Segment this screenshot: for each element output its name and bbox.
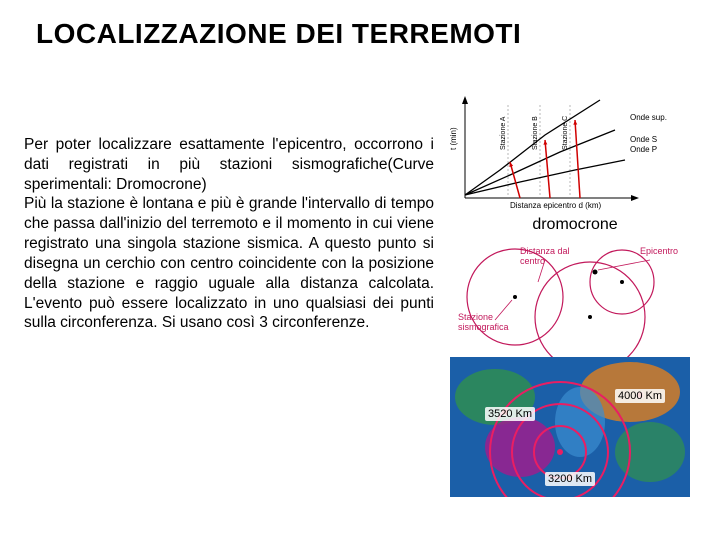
world-map: 3520 Km 4000 Km 3200 Km [450, 357, 690, 497]
body-paragraph: Per poter localizzare esattamente l'epic… [24, 135, 434, 333]
svg-text:Epicentro: Epicentro [640, 246, 678, 256]
svg-text:centro: centro [520, 256, 545, 266]
svg-text:sismografica: sismografica [458, 322, 509, 332]
svg-text:Onde P: Onde P [630, 145, 657, 154]
chart-caption: dromocrone [450, 216, 700, 234]
svg-text:Onde sup.: Onde sup. [630, 113, 667, 122]
svg-text:Onde S: Onde S [630, 135, 657, 144]
map-distance-label: 4000 Km [615, 389, 665, 403]
svg-text:Stazione: Stazione [458, 312, 493, 322]
triangulation-diagram: Distanza dalcentro Epicentro Stazionesismo… [450, 242, 690, 357]
svg-text:Distanza epicentro d (km): Distanza epicentro d (km) [510, 201, 601, 210]
right-column: t (min) Distanza epicentro d (km) Stazione… [450, 90, 700, 497]
map-distance-label: 3200 Km [545, 472, 595, 486]
dromocrone-chart: t (min) Distanza epicentro d (km) Stazione… [450, 90, 690, 210]
svg-text:t (min): t (min) [450, 127, 458, 150]
svg-text:Distanza dal: Distanza dal [520, 246, 570, 256]
map-distance-label: 3520 Km [485, 407, 535, 421]
page-title: LOCALIZZAZIONE DEI TERREMOTI [36, 18, 521, 50]
svg-text:Stazione A: Stazione A [500, 116, 507, 150]
